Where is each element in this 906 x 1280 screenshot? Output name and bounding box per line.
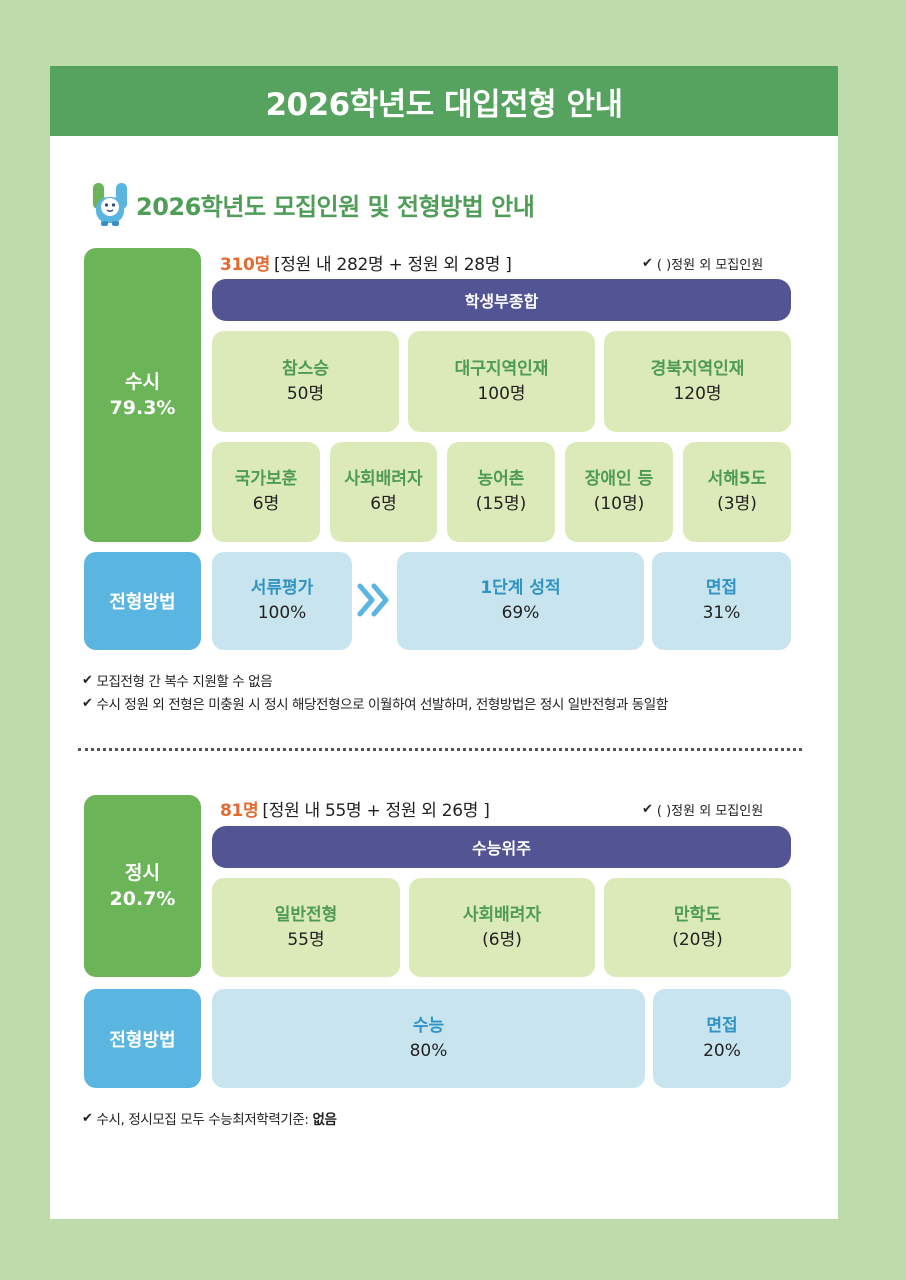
susi-note: ✔ 모집전형 간 복수 지원할 수 없음 (82, 670, 273, 691)
method-name: 면접 (705, 578, 738, 598)
susi-category-card: 서해5도 (3명) (683, 442, 791, 542)
double-chevron-right-icon (357, 583, 389, 617)
method-name: 면접 (706, 1015, 738, 1036)
page-title: 2026학년도 대입전형 안내 (50, 66, 838, 136)
card-count: 100명 (477, 383, 526, 404)
susi-category-card: 장애인 등 (10명) (565, 442, 673, 542)
card-name: 서해5도 (707, 469, 767, 489)
susi-breakdown: [정원 내 282명 + 정원 외 28명 ] (273, 254, 512, 275)
note-text: 모집전형 간 복수 지원할 수 없음 (96, 674, 273, 690)
jeongsi-label: 정시 (125, 862, 160, 884)
susi-label: 수시 (125, 371, 160, 393)
mascot-icon (93, 183, 127, 226)
susi-method-card: 1단계 성적 69% (397, 552, 644, 650)
card-name: 대구지역인재 (454, 358, 549, 379)
susi-category-card: 대구지역인재 100명 (408, 331, 595, 432)
card-name: 장애인 등 (584, 469, 654, 489)
card-name: 사회배려자 (462, 904, 542, 925)
check-icon: ✔ (642, 801, 653, 817)
card-count: (10명) (593, 494, 645, 514)
susi-category-card: 참스승 50명 (212, 331, 399, 432)
jeongsi-percent: 20.7% (109, 888, 176, 910)
susi-method-label: 전형방법 (84, 552, 201, 650)
susi-method-card: 서류평가 100% (212, 552, 352, 650)
card-name: 국가보훈 (234, 469, 298, 489)
jeongsi-category-card: 사회배려자 (6명) (409, 878, 595, 977)
final-note-prefix: 수시, 정시모집 모두 수능최저학력기준: (96, 1112, 313, 1128)
jeongsi-legend: ✔ ( )정원 외 모집인원 (642, 800, 764, 819)
method-name: 1단계 성적 (480, 578, 561, 598)
card-count: 50명 (286, 383, 325, 404)
susi-percent: 79.3% (109, 397, 176, 419)
susi-note: ✔ 수시 정원 외 전형은 미충원 시 정시 해당전형으로 이월하여 선발하며,… (82, 693, 669, 714)
card-name: 일반전형 (274, 904, 338, 925)
susi-legend: ✔ ( )정원 외 모집인원 (642, 254, 764, 273)
section-subtitle: 2026학년도 모집인원 및 전형방법 안내 (90, 180, 535, 228)
final-note: ✔ 수시, 정시모집 모두 수능최저학력기준: 없음 (82, 1108, 337, 1129)
section-divider (78, 748, 802, 751)
card-name: 경북지역인재 (650, 358, 745, 379)
jeongsi-category-card: 일반전형 55명 (212, 878, 400, 977)
susi-total: 310명 (220, 254, 270, 275)
legend-text: ( )정원 외 모집인원 (656, 257, 764, 273)
susi-summary: 310명 [정원 내 282명 + 정원 외 28명 ] (220, 250, 512, 275)
card-name: 참스승 (282, 358, 329, 379)
susi-category-card: 경북지역인재 120명 (604, 331, 791, 432)
check-icon: ✔ (642, 255, 653, 271)
method-name: 수능 (412, 1015, 445, 1036)
subtitle-text: 2026학년도 모집인원 및 전형방법 안내 (136, 192, 535, 221)
susi-category-card: 농어촌 (15명) (447, 442, 555, 542)
susi-category-bar: 학생부종합 (212, 279, 791, 321)
card-count: 6명 (370, 494, 397, 514)
legend-text: ( )정원 외 모집인원 (656, 803, 764, 819)
card-name: 사회배려자 (344, 469, 423, 489)
card-count: 55명 (287, 929, 325, 950)
jeongsi-category-bar: 수능위주 (212, 826, 791, 868)
jeongsi-category-card: 만학도 (20명) (604, 878, 791, 977)
card-count: (20명) (672, 929, 723, 950)
final-note-bold: 없음 (312, 1112, 337, 1128)
check-icon: ✔ (82, 672, 93, 688)
method-value: 80% (409, 1040, 448, 1061)
susi-category-card: 사회배려자 6명 (330, 442, 437, 542)
card-name: 농어촌 (477, 469, 525, 489)
jeongsi-breakdown: [정원 내 55명 + 정원 외 26명 ] (262, 800, 490, 821)
jeongsi-total: 81명 (220, 800, 259, 821)
card-name: 만학도 (674, 904, 721, 925)
card-count: (3명) (717, 494, 757, 514)
jeongsi-method-card: 면접 20% (653, 989, 791, 1088)
jeongsi-method-card: 수능 80% (212, 989, 645, 1088)
susi-method-card: 면접 31% (652, 552, 791, 650)
susi-side-label: 수시 79.3% (84, 248, 201, 542)
method-value: 69% (501, 603, 540, 623)
card-count: 6명 (252, 494, 280, 514)
jeongsi-summary: 81명 [정원 내 55명 + 정원 외 26명 ] (220, 796, 490, 821)
jeongsi-side-label: 정시 20.7% (84, 795, 201, 977)
card-count: (6명) (482, 929, 522, 950)
card-count: 120명 (673, 383, 722, 404)
method-value: 31% (702, 603, 741, 623)
card-count: (15명) (475, 494, 527, 514)
susi-category-card: 국가보훈 6명 (212, 442, 320, 542)
method-name: 서류평가 (250, 578, 314, 598)
jeongsi-method-label: 전형방법 (84, 989, 201, 1088)
check-icon: ✔ (82, 1110, 93, 1126)
note-text: 수시 정원 외 전형은 미충원 시 정시 해당전형으로 이월하여 선발하며, 전… (96, 697, 669, 713)
method-value: 100% (257, 603, 307, 623)
check-icon: ✔ (82, 695, 93, 711)
method-value: 20% (703, 1040, 741, 1061)
